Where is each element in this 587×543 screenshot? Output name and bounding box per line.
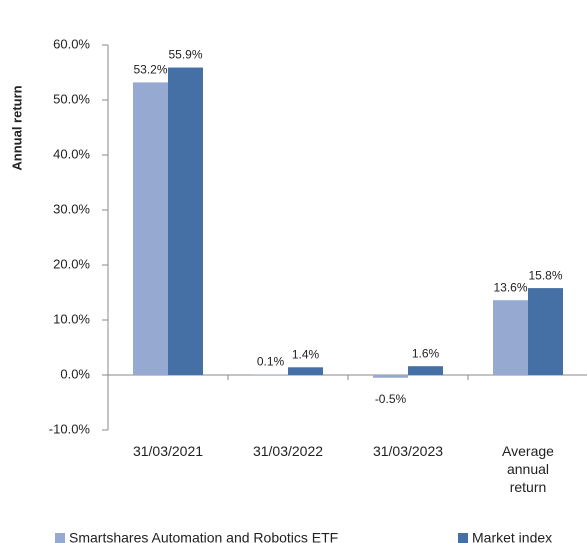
bar — [408, 366, 443, 375]
y-tick-label: 20.0% — [53, 256, 90, 271]
bar — [528, 288, 563, 375]
x-tick-label: 31/03/2022 — [252, 443, 324, 459]
bar — [168, 67, 203, 376]
y-axis-title: Annual return — [9, 85, 24, 170]
legend-swatch — [55, 533, 65, 543]
bar — [253, 374, 288, 375]
y-tick-label: -10.0% — [49, 421, 91, 436]
y-tick-label: 10.0% — [53, 311, 90, 326]
bar — [133, 82, 168, 376]
value-label: 53.2% — [133, 63, 167, 77]
y-tick-label: 30.0% — [53, 201, 90, 216]
bar — [493, 300, 528, 375]
y-tick-label: 60.0% — [53, 36, 90, 51]
x-tick-label: 31/03/2023 — [372, 443, 444, 459]
legend-swatch — [458, 533, 468, 543]
bar — [288, 367, 323, 375]
legend-label: Market index — [472, 530, 552, 543]
x-tick-label: Average annual return — [502, 443, 554, 495]
y-tick-label: 50.0% — [53, 91, 90, 106]
value-label: 15.8% — [528, 268, 562, 282]
bar — [373, 375, 408, 378]
x-tick-label: 31/03/2021 — [132, 443, 204, 459]
y-tick-label: 40.0% — [53, 146, 90, 161]
value-label: 1.6% — [412, 346, 440, 360]
value-label: 0.1% — [257, 355, 285, 369]
value-label: 1.4% — [292, 347, 320, 361]
value-label: 13.6% — [493, 280, 527, 294]
value-label: -0.5% — [375, 392, 407, 406]
legend-label: Smartshares Automation and Robotics ETF — [69, 530, 338, 543]
y-tick-label: 0.0% — [60, 366, 90, 381]
value-label: 55.9% — [168, 48, 202, 62]
